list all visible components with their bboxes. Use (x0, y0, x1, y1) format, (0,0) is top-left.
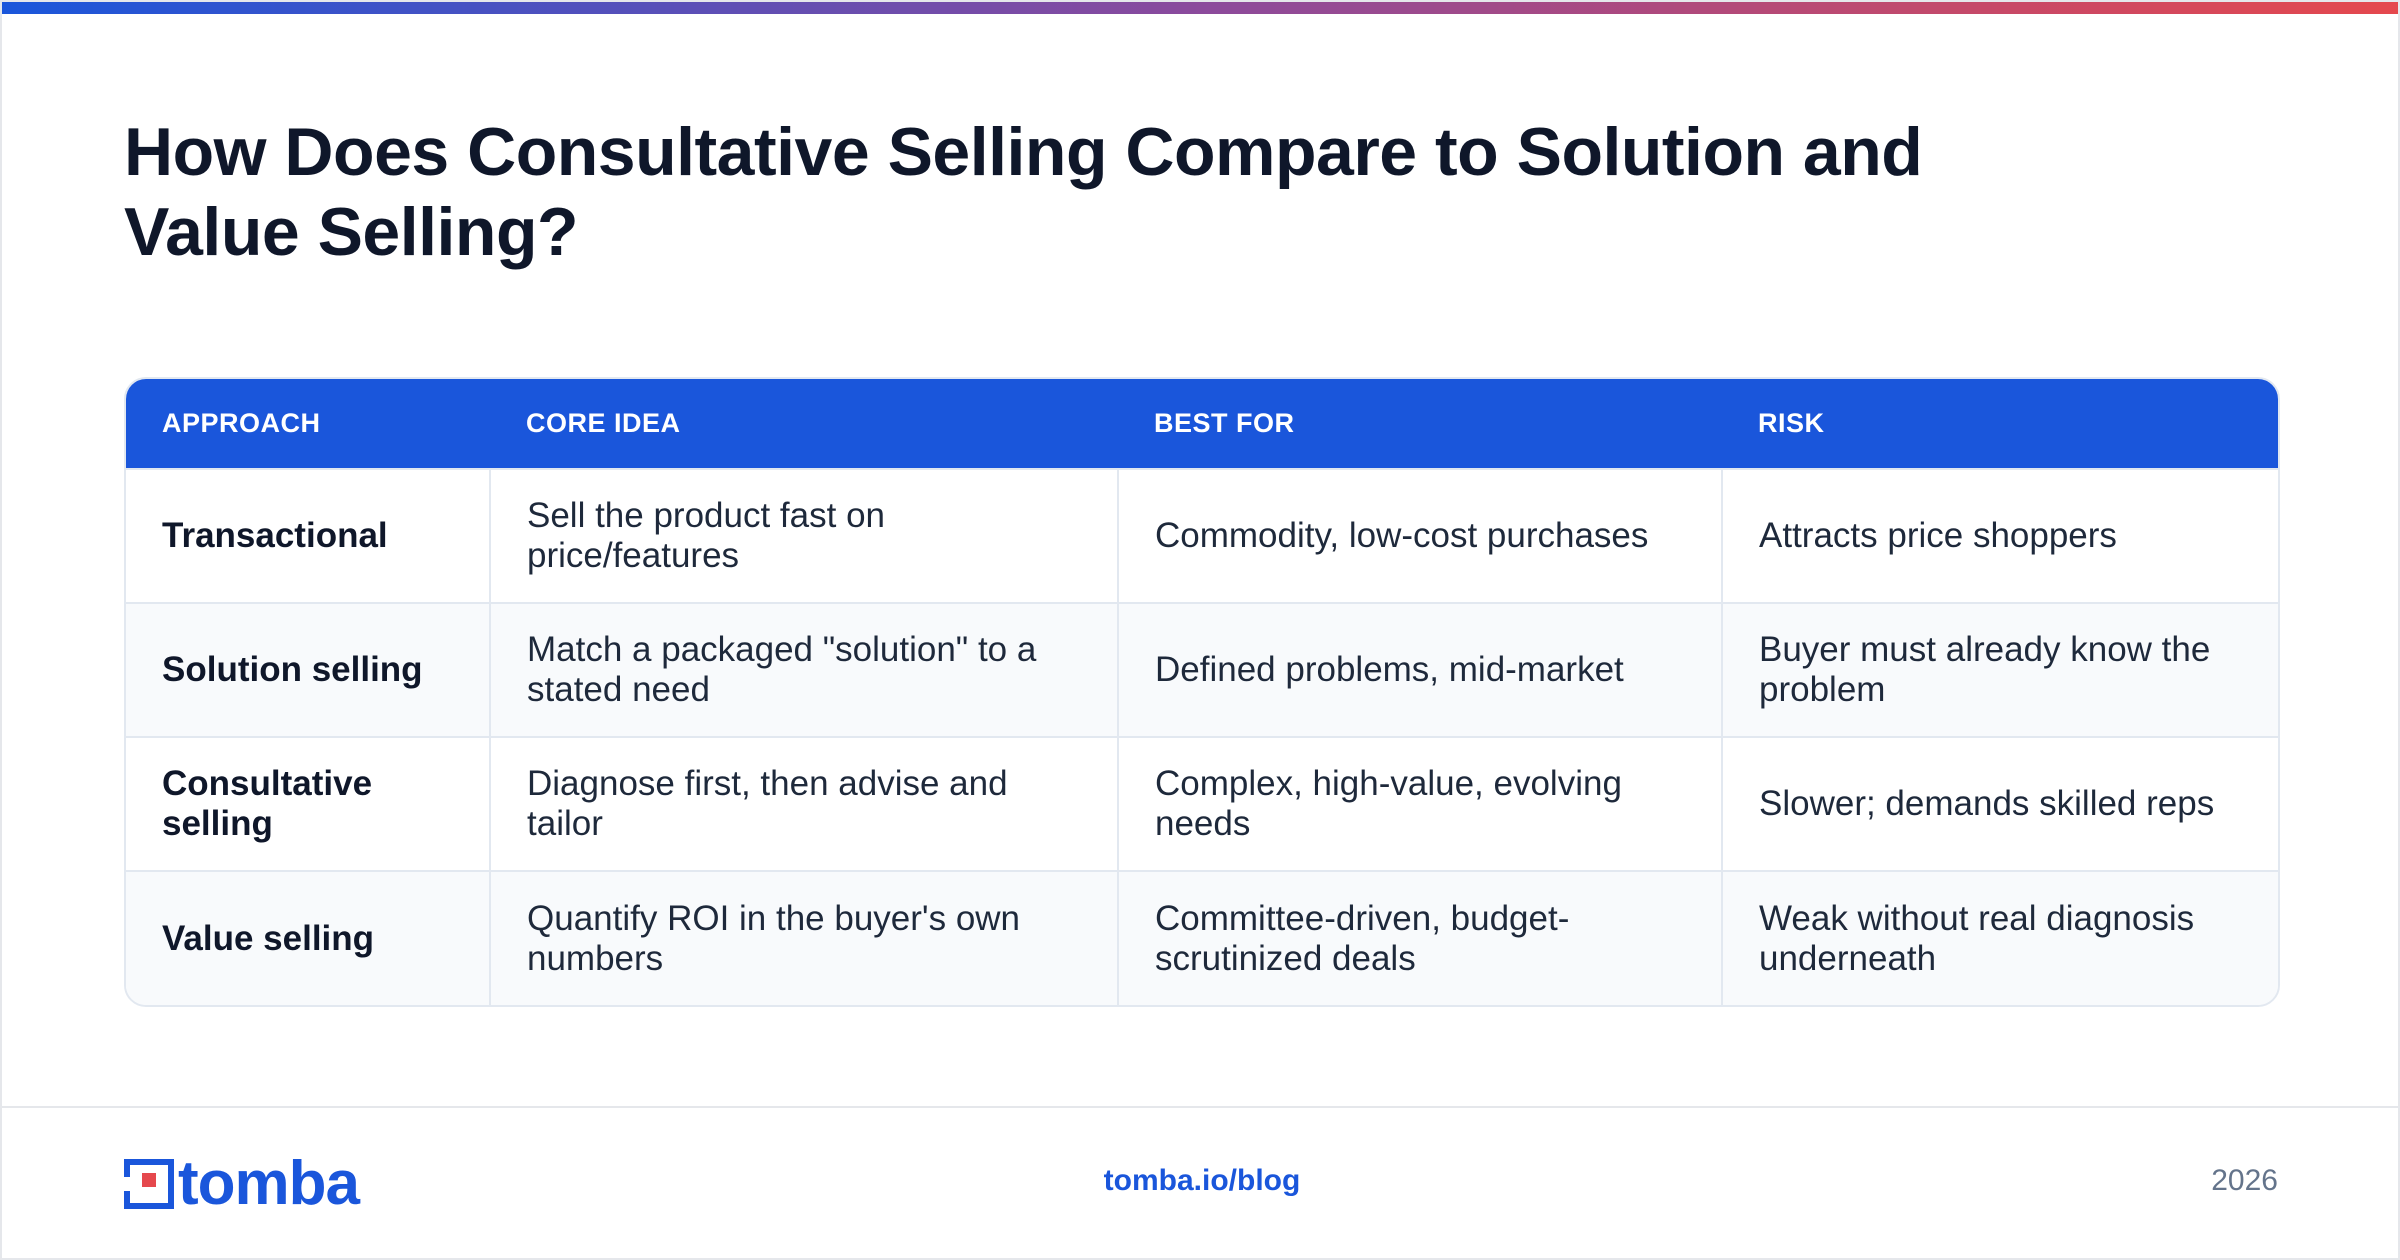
blog-link[interactable]: tomba.io/blog (1103, 1164, 1301, 1197)
footer-year: 2026 (2211, 1164, 2278, 1197)
cell-risk: Weak without real diagnosis underneath (1721, 870, 2278, 1005)
tomba-logo: tomba (124, 1149, 360, 1218)
brand-name: tomba (178, 1149, 360, 1218)
cell-best-for: Defined problems, mid-market (1117, 602, 1722, 737)
cell-risk: Slower; demands skilled reps (1721, 736, 2278, 871)
header-core-idea: CORE IDEA (526, 408, 681, 438)
header-risk: RISK (1758, 408, 1825, 438)
cell-best-for: Committee-driven, budget-scrutinized dea… (1117, 870, 1722, 1005)
cell-core-idea: Diagnose first, then advise and tailor (489, 736, 1118, 871)
tomba-logo-icon (124, 1159, 174, 1209)
table-row: Consultative selling Diagnose first, the… (126, 736, 2278, 871)
cell-best-for: Commodity, low-cost purchases (1117, 468, 1722, 603)
page-title-line-1: How Does Consultative Selling Compare to… (124, 114, 1923, 190)
header-approach: APPROACH (162, 408, 321, 438)
cell-risk: Buyer must already know the problem (1721, 602, 2278, 737)
page-title-line-2: Value Selling? (124, 194, 579, 270)
cell-approach: Value selling (126, 870, 490, 1005)
gradient-top-bar (2, 2, 2398, 14)
comparison-table-container: APPROACH CORE IDEA BEST FOR RISK Transac… (124, 377, 2280, 1007)
cell-core-idea: Quantify ROI in the buyer's own numbers (489, 870, 1118, 1005)
cell-core-idea: Match a packaged "solution" to a stated … (489, 602, 1118, 737)
cell-best-for: Complex, high-value, evolving needs (1117, 736, 1722, 871)
header-best-for: BEST FOR (1154, 408, 1295, 438)
cell-core-idea: Sell the product fast on price/features (489, 468, 1118, 603)
cell-approach: Consultative selling (126, 736, 490, 871)
cell-approach: Solution selling (126, 602, 490, 737)
cell-approach: Transactional (126, 468, 490, 603)
cell-risk: Attracts price shoppers (1721, 468, 2278, 603)
table-row: Value selling Quantify ROI in the buyer'… (126, 870, 2278, 1005)
footer-divider (2, 1106, 2398, 1108)
comparison-table: APPROACH CORE IDEA BEST FOR RISK Transac… (126, 379, 2278, 1005)
table-row: Solution selling Match a packaged "solut… (126, 602, 2278, 737)
table-header-row: APPROACH CORE IDEA BEST FOR RISK (126, 379, 2278, 469)
table-row: Transactional Sell the product fast on p… (126, 468, 2278, 603)
page-title: How Does Consultative Selling Compare to… (124, 112, 2124, 272)
